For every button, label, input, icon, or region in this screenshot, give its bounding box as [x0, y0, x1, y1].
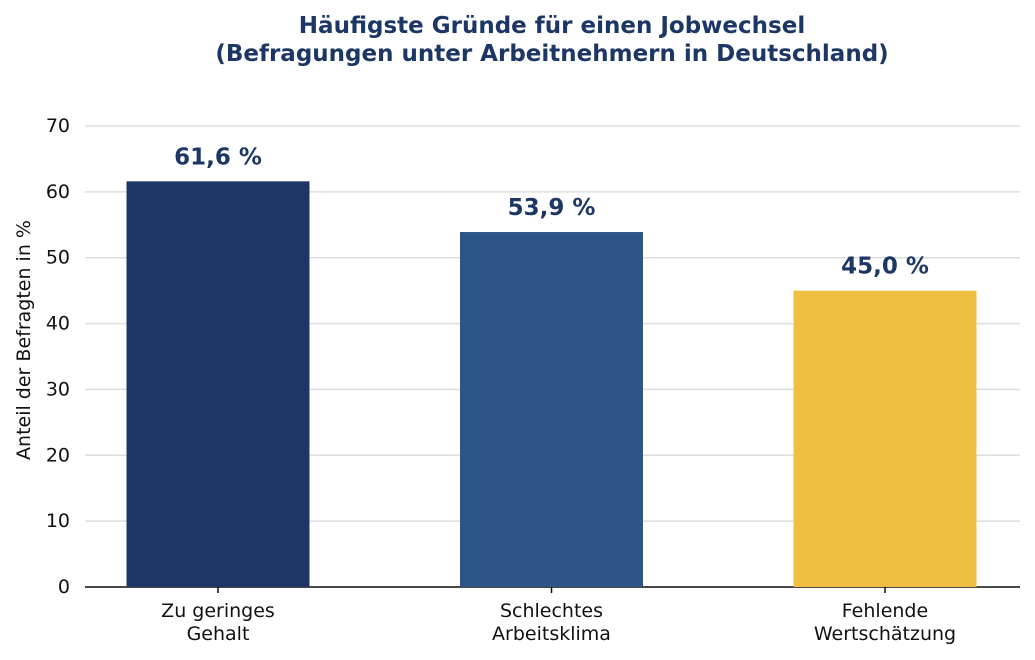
value-label: 53,9 % — [508, 195, 596, 221]
y-tick-label: 70 — [46, 115, 70, 137]
y-tick-label: 50 — [46, 246, 70, 268]
y-tick-label: 0 — [58, 576, 70, 598]
bar — [460, 232, 643, 587]
chart-title: Häufigste Gründe für einen Jobwechsel (Be… — [215, 13, 888, 67]
y-tick-label: 30 — [46, 378, 70, 400]
y-axis-label: Anteil der Befragten in % — [13, 220, 35, 460]
y-tick-label: 10 — [46, 510, 70, 532]
x-tick-label: Zu geringes Gehalt — [161, 600, 275, 645]
y-tick-label: 40 — [46, 312, 70, 334]
y-tick-label: 60 — [46, 180, 70, 202]
x-tick-label: Fehlende Wertschätzung — [814, 600, 956, 645]
value-label: 61,6 % — [174, 144, 262, 170]
value-label: 45,0 % — [841, 253, 929, 279]
y-tick-label: 20 — [46, 444, 70, 466]
bar — [126, 181, 310, 587]
bar — [793, 290, 977, 587]
x-tick-label: Schlechtes Arbeitsklima — [492, 600, 611, 645]
